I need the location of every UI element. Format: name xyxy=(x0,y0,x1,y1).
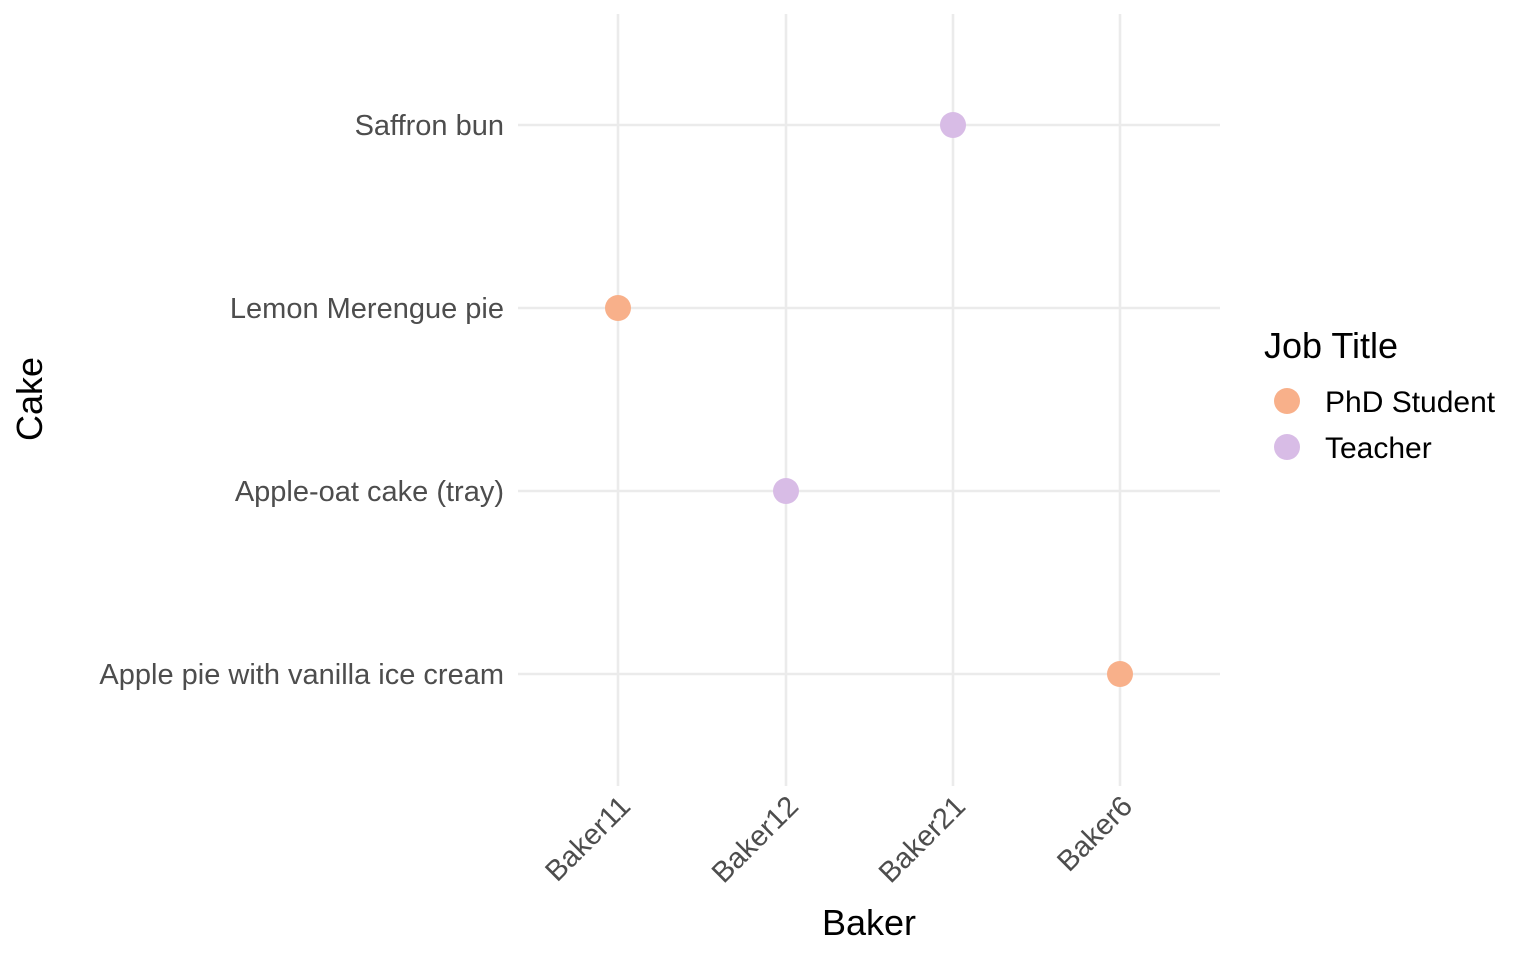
y-tick-label: Apple-oat cake (tray) xyxy=(235,476,504,508)
x-axis-title: Baker xyxy=(822,902,916,943)
y-tick-label: Apple pie with vanilla ice cream xyxy=(99,659,504,691)
data-point xyxy=(940,112,966,138)
x-tick-label: Baker12 xyxy=(706,790,805,889)
legend-key xyxy=(1274,434,1300,460)
legend-label: PhD Student xyxy=(1325,386,1496,419)
x-tick-label: Baker6 xyxy=(1051,790,1139,878)
grid-lines xyxy=(518,14,1220,786)
y-tick-label: Lemon Merengue pie xyxy=(230,293,504,325)
y-axis-title: Cake xyxy=(9,357,50,441)
x-tick-label: Baker11 xyxy=(539,790,636,887)
legend-key xyxy=(1274,388,1300,414)
legend-label: Teacher xyxy=(1325,432,1432,465)
legend: Job Title PhD Student Teacher xyxy=(1264,325,1496,465)
data-point xyxy=(1107,661,1133,687)
data-point xyxy=(605,295,631,321)
y-tick-label: Saffron bun xyxy=(355,110,504,142)
legend-title: Job Title xyxy=(1264,325,1398,366)
data-point xyxy=(773,478,799,504)
x-axis-ticks: Baker11 Baker12 Baker21 Baker6 xyxy=(539,790,1138,889)
data-points xyxy=(605,112,1133,687)
y-axis-ticks: Apple pie with vanilla ice cream Apple-oa… xyxy=(99,110,504,691)
legend-entries: PhD Student Teacher xyxy=(1274,386,1496,465)
x-tick-label: Baker21 xyxy=(873,790,972,889)
